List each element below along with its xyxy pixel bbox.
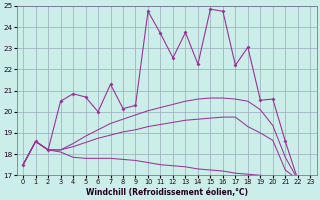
X-axis label: Windchill (Refroidissement éolien,°C): Windchill (Refroidissement éolien,°C) — [86, 188, 248, 197]
